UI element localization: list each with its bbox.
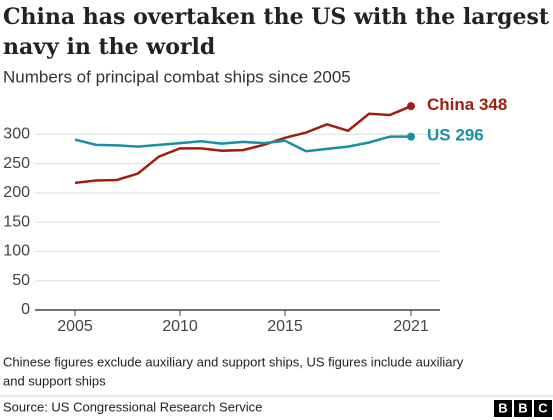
series-label: China 348	[427, 96, 507, 115]
end-dot	[407, 132, 415, 141]
series-name: China	[427, 96, 475, 115]
x-tick-label: 2010	[162, 318, 198, 335]
series-value: 296	[455, 126, 483, 145]
end-dot	[407, 102, 415, 111]
y-tick-label: 250	[3, 155, 30, 172]
y-tick-label: 200	[3, 184, 30, 201]
logo-box	[494, 400, 512, 417]
series-label: US 296	[427, 126, 484, 145]
series-name: US	[427, 126, 451, 145]
x-tick-label: 2005	[57, 318, 93, 335]
chart-title: navy in the world	[3, 34, 215, 60]
source: Source: US Congressional Research Servic…	[3, 399, 262, 414]
x-tick-label: 2015	[267, 318, 303, 335]
series-line	[74, 135, 411, 153]
note: and support ships	[3, 373, 106, 388]
logo-box	[514, 400, 532, 417]
y-tick-label: 0	[21, 301, 30, 318]
logo-letter: B	[518, 400, 527, 415]
logo-letter: C	[538, 400, 548, 415]
y-tick-label: 150	[3, 213, 30, 230]
chart-title: China has overtaken the US with the larg…	[3, 4, 550, 30]
x-tick-label: 2021	[393, 318, 429, 335]
y-tick-label: 50	[12, 272, 30, 289]
y-tick-label: 300	[3, 126, 30, 143]
logo-box	[534, 400, 552, 417]
series-value: 348	[479, 96, 507, 115]
logo-letter: B	[498, 400, 507, 415]
chart-subtitle: Numbers of principal combat ships since …	[3, 67, 351, 86]
series-line	[74, 105, 412, 185]
note: Chinese figures exclude auxiliary and su…	[3, 354, 464, 369]
y-tick-label: 100	[3, 243, 30, 260]
